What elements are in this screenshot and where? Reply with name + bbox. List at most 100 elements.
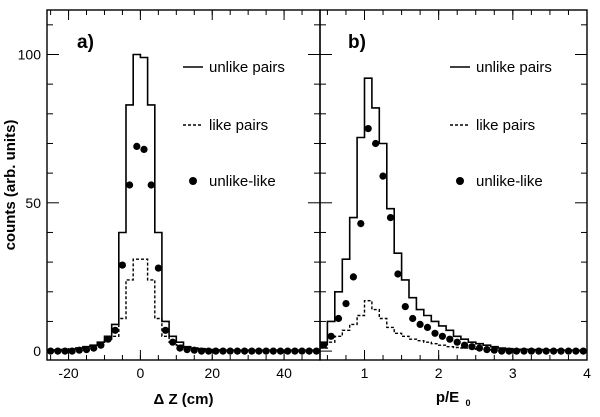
unlike-like-point [357, 220, 365, 228]
unlike-like-point [47, 347, 55, 355]
unlike-like-point [111, 326, 119, 334]
unlike-like-point [68, 347, 76, 355]
unlike-like-point [233, 347, 241, 355]
unlike-like-point [312, 347, 320, 355]
y-tick-label: 0 [33, 343, 41, 359]
x-tick-label: 40 [276, 365, 292, 381]
unlike-like-point [219, 347, 227, 355]
unlike-like-point [161, 326, 170, 334]
unlike-like-point [205, 347, 213, 355]
unlike-like-point [61, 347, 69, 355]
x-tick-label: -20 [58, 365, 78, 381]
unlike-like-point [90, 344, 98, 352]
x-tick-label: 3 [509, 365, 517, 381]
x-tick-label: 0 [136, 365, 144, 381]
unlike-like-point [133, 142, 141, 150]
unlike-like-point [97, 341, 105, 349]
unlike-like-point [176, 344, 184, 352]
unlike-like-point [241, 347, 249, 355]
unlike-like-point [431, 329, 439, 337]
unlike-like-point [154, 264, 162, 272]
legend-entry: unlike pairs [209, 59, 285, 76]
unlike-pairs-histogram [47, 53, 320, 351]
unlike-like-point [498, 347, 506, 355]
like-pairs-histogram [320, 300, 587, 351]
unlike-like-point [104, 335, 112, 343]
unlike-like-point [550, 347, 558, 355]
y-tick-label: 50 [25, 195, 41, 211]
unlike-like-point [269, 347, 277, 355]
legend-entry: unlike pairs [476, 59, 552, 76]
unlike-like-point [423, 323, 432, 331]
like-pairs-histogram [47, 258, 320, 351]
unlike-like-point [212, 347, 220, 355]
x-tick-label: 4 [583, 365, 591, 381]
unlike-like-point [126, 181, 134, 189]
unlike-like-point [197, 347, 206, 355]
unlike-like-point [75, 346, 83, 354]
x-tick-label: 20 [204, 365, 220, 381]
unlike-like-point [572, 347, 580, 355]
legend-entry: unlike-like [209, 173, 276, 190]
unlike-like-point [284, 347, 292, 355]
legend-entry: like pairs [209, 117, 268, 134]
unlike-like-point [535, 347, 543, 355]
unlike-like-point [54, 347, 62, 355]
unlike-like-point [520, 347, 528, 355]
unlike-like-point [298, 347, 306, 355]
unlike-like-point [379, 172, 387, 180]
unlike-like-point [461, 341, 469, 349]
unlike-like-point [147, 181, 155, 189]
unlike-like-point [416, 320, 424, 328]
unlike-like-point [372, 139, 380, 148]
unlike-like-point [490, 346, 498, 354]
panel-label: a) [77, 32, 94, 53]
unlike-like-point [579, 347, 587, 355]
unlike-like-point [349, 273, 357, 281]
unlike-like-point [190, 346, 198, 354]
unlike-like-point [327, 332, 335, 340]
x-tick-label: 2 [435, 365, 443, 381]
legend-marker [189, 177, 197, 185]
x-axis-title: p/E [436, 389, 459, 406]
unlike-like-point [320, 341, 328, 349]
unlike-like-point [564, 347, 573, 355]
unlike-like-point [483, 346, 491, 354]
unlike-like-point [291, 347, 299, 355]
unlike-like-point [262, 347, 270, 355]
x-tick-label: 1 [361, 365, 369, 381]
unlike-like-point [364, 125, 372, 133]
unlike-like-point [386, 214, 395, 222]
unlike-like-point [438, 332, 446, 340]
unlike-like-point [468, 343, 476, 351]
x-axis-title: Δ Z (cm) [154, 391, 214, 408]
unlike-like-point [255, 347, 263, 355]
unlike-like-point [453, 338, 461, 346]
unlike-like-point [169, 338, 177, 346]
unlike-like-point [82, 346, 91, 354]
legend-marker [456, 177, 464, 185]
unlike-like-point [118, 261, 126, 269]
unlike-like-point [342, 300, 350, 308]
unlike-like-point [248, 347, 256, 355]
unlike-like-point [557, 347, 565, 355]
unlike-like-point [401, 303, 409, 311]
panel-b: 1 2 3 4 b) unlike pairs like pairs unlike-like p… [319, 9, 591, 408]
y-tick-label: 100 [18, 46, 42, 62]
unlike-like-point [527, 347, 536, 355]
unlike-like-point [226, 347, 234, 355]
unlike-like-point [334, 314, 343, 323]
unlike-like-point [394, 270, 402, 278]
unlike-like-point [305, 347, 313, 355]
unlike-like-point [512, 347, 521, 355]
unlike-like-point [276, 347, 285, 355]
unlike-like-point [409, 314, 417, 323]
unlike-like-point [140, 145, 148, 153]
legend-entry: like pairs [476, 117, 535, 134]
legend-entry: unlike-like [476, 173, 543, 190]
plot-frame [319, 9, 588, 361]
unlike-like-point [542, 347, 550, 355]
unlike-pairs-histogram [320, 77, 587, 352]
panel-label: b) [348, 32, 366, 53]
